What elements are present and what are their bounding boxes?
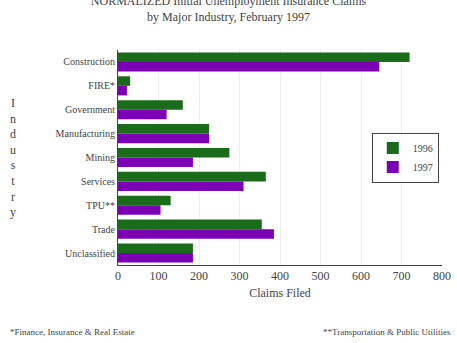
svg-text:Industry: Industry (10, 96, 16, 219)
svg-text:500: 500 (312, 269, 330, 283)
svg-text:Mining: Mining (86, 152, 115, 163)
svg-text:100: 100 (150, 269, 168, 283)
svg-text:*Finance, Insurance & Real Est: *Finance, Insurance & Real Estate (10, 327, 135, 337)
svg-text:**Transportation & Public Util: **Transportation & Public Utilities (323, 327, 451, 337)
svg-text:1997: 1997 (413, 162, 433, 173)
svg-text:300: 300 (231, 269, 249, 283)
svg-text:FIRE*: FIRE* (88, 80, 115, 91)
svg-text:Unclassified: Unclassified (65, 248, 115, 259)
svg-text:TPU**: TPU** (86, 200, 115, 211)
svg-text:Government: Government (65, 104, 115, 115)
svg-text:NORMALIZED Initial Unemploymen: NORMALIZED Initial Unemployment Insuranc… (91, 0, 367, 24)
svg-text:200: 200 (190, 269, 208, 283)
svg-text:800: 800 (433, 269, 451, 283)
svg-text:Trade: Trade (92, 224, 116, 235)
svg-text:600: 600 (352, 269, 370, 283)
svg-text:Services: Services (81, 176, 115, 187)
svg-text:400: 400 (271, 269, 289, 283)
svg-text:Construction: Construction (63, 56, 115, 67)
svg-text:700: 700 (393, 269, 411, 283)
svg-text:1996: 1996 (413, 143, 433, 154)
svg-text:Claims Filed: Claims Filed (249, 286, 311, 300)
svg-text:Manufacturing: Manufacturing (56, 128, 115, 139)
svg-text:0: 0 (115, 269, 121, 283)
